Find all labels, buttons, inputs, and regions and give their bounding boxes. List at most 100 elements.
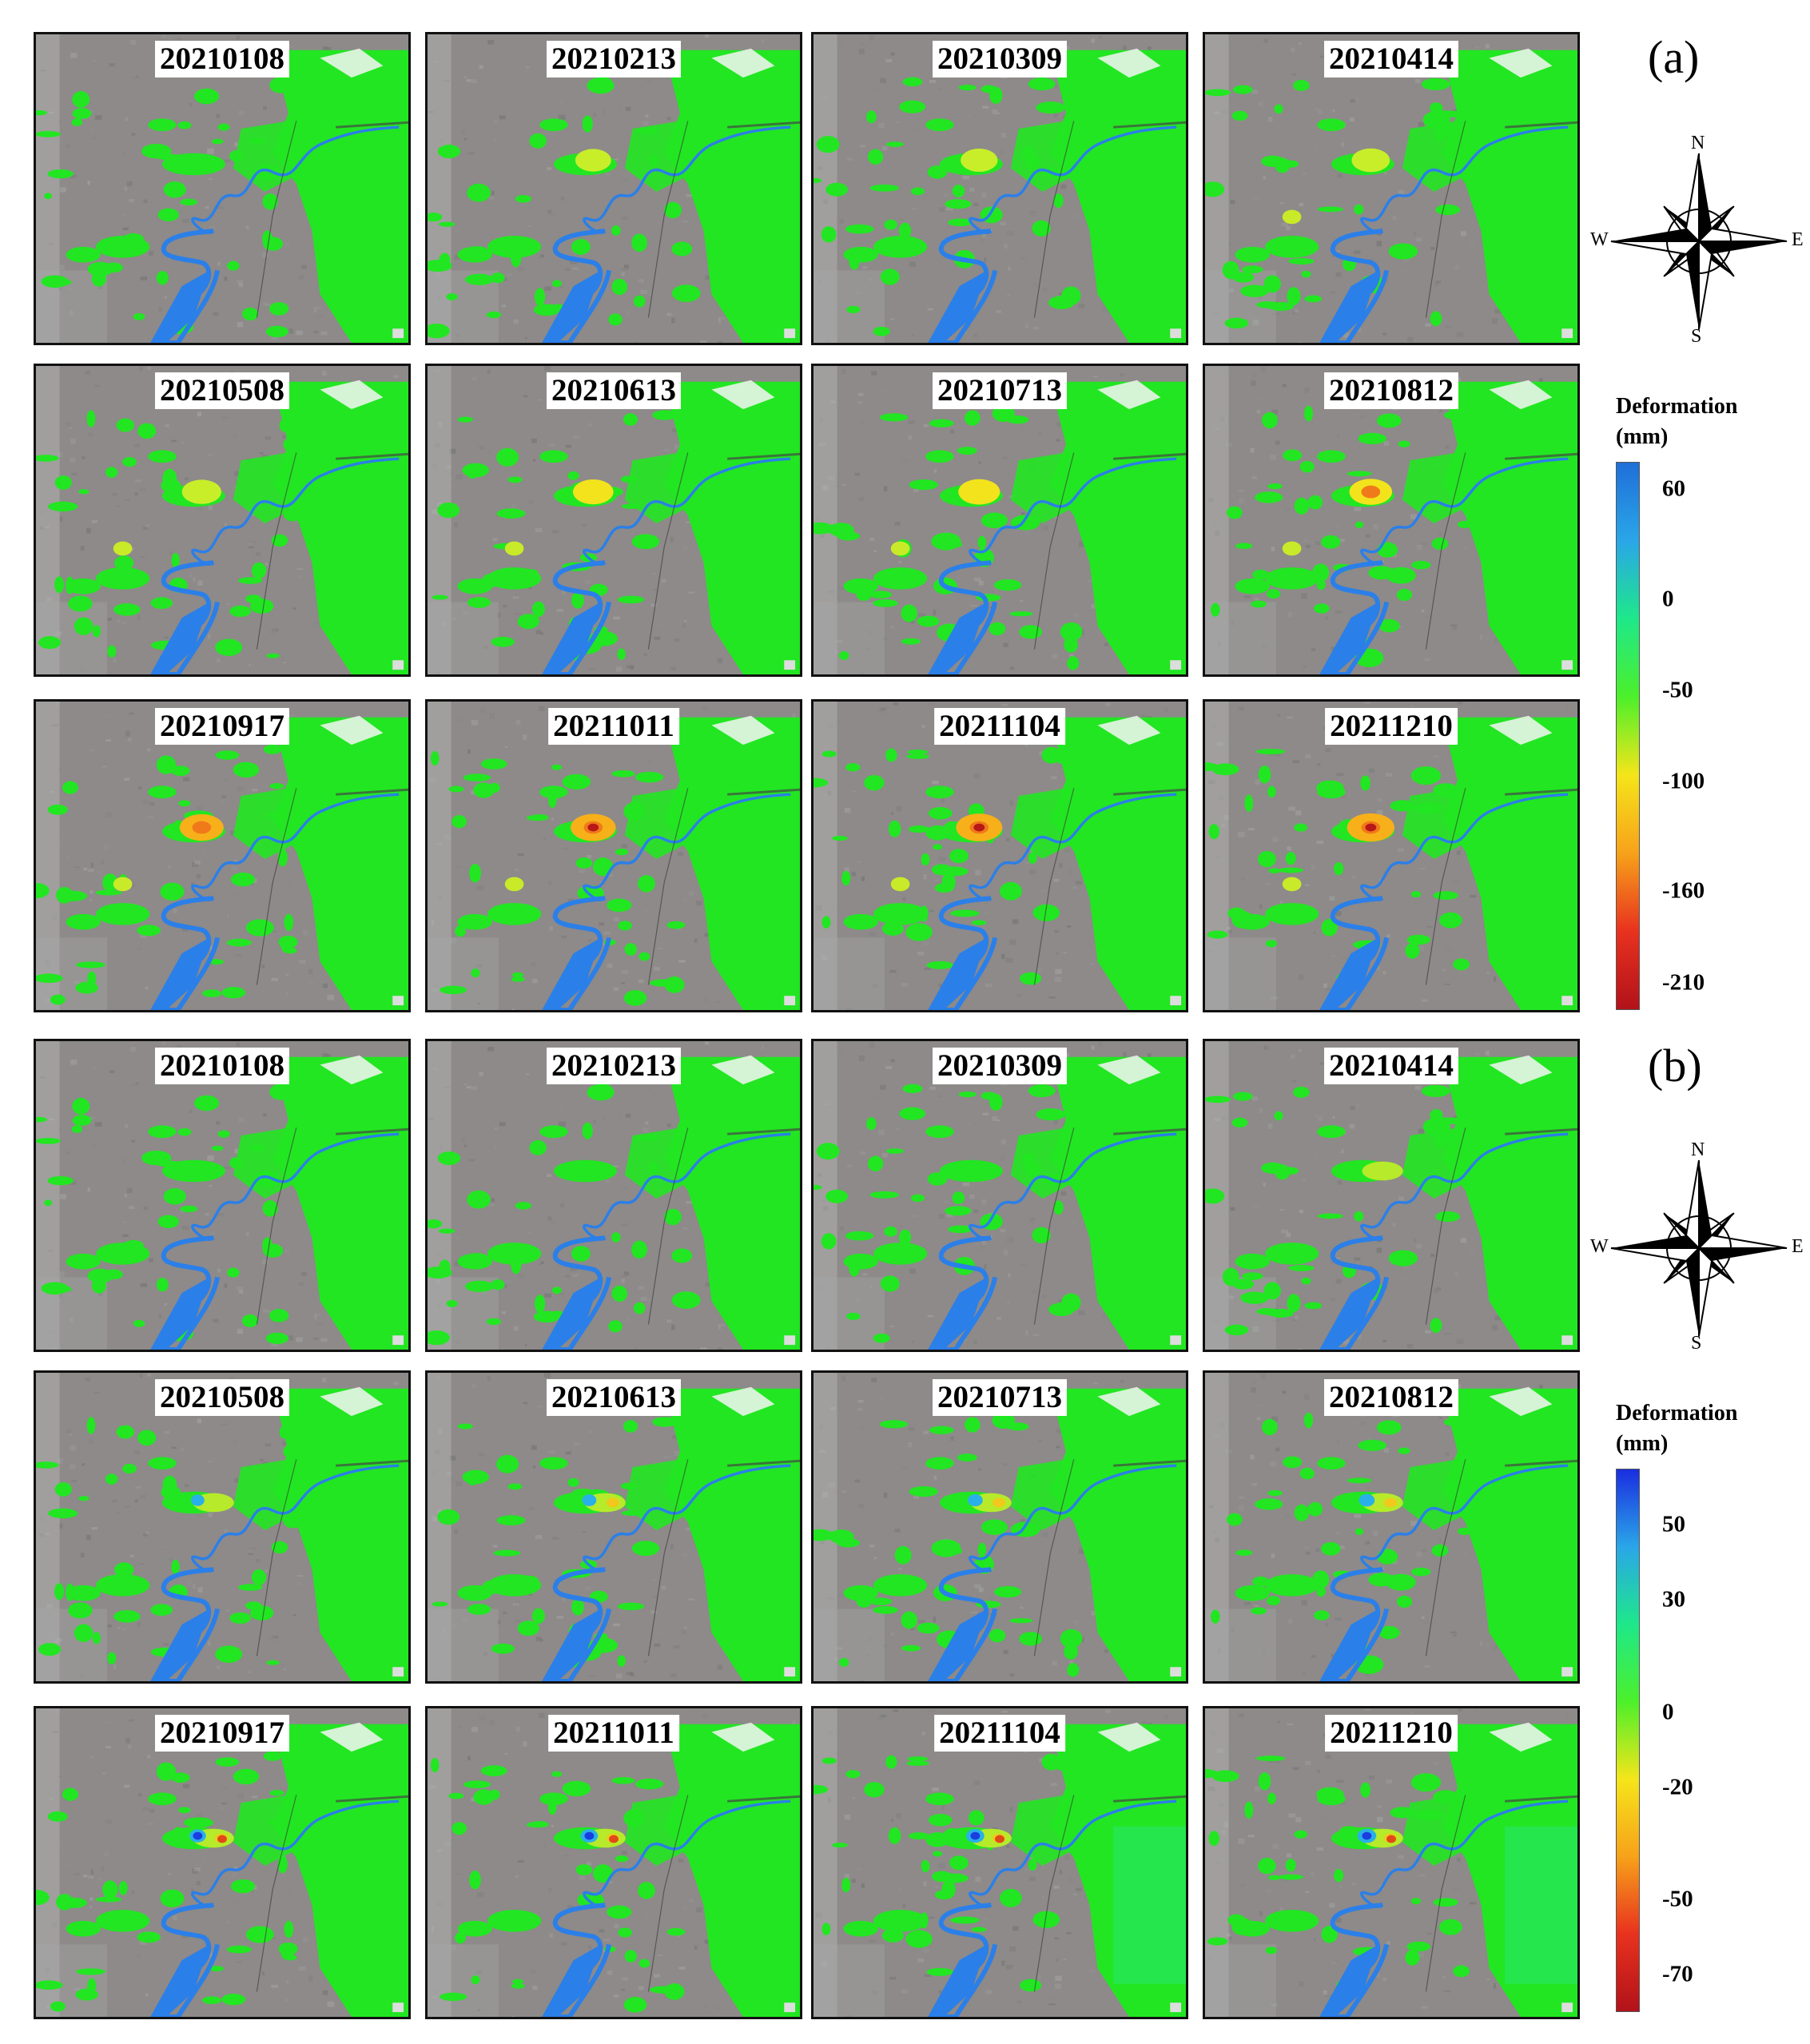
deformation-map xyxy=(1205,1373,1577,1681)
compass-s-label: S xyxy=(1691,326,1702,347)
map-panel: 20210309 xyxy=(811,32,1188,345)
compass-w-label: W xyxy=(1590,1236,1609,1257)
colorbar-tick-label: -160 xyxy=(1662,877,1705,904)
map-panel: 20210613 xyxy=(425,364,802,677)
deformation-map xyxy=(1205,702,1577,1010)
deformation-map xyxy=(36,366,408,674)
deformation-map xyxy=(36,1041,408,1350)
deformation-map xyxy=(814,1373,1186,1681)
deformation-map xyxy=(36,702,408,1010)
deformation-map xyxy=(36,1708,408,2017)
legend-title-line2: (mm) xyxy=(1616,424,1669,449)
deformation-map xyxy=(814,34,1186,343)
date-label: 20211104 xyxy=(934,708,1065,745)
colorbar-tick-label: 0 xyxy=(1662,1699,1674,1725)
date-label: 20210917 xyxy=(155,708,289,745)
deformation-map xyxy=(428,1373,800,1681)
date-label: 20210108 xyxy=(155,1048,289,1084)
colorbar xyxy=(1616,1469,1640,2012)
map-panel: 20211104 xyxy=(811,1706,1188,2019)
date-label: 20210108 xyxy=(155,41,289,78)
deformation-map xyxy=(814,366,1186,674)
panel-letter: (b) xyxy=(1648,1040,1702,1092)
map-panel: 20210213 xyxy=(425,32,802,345)
deformation-map xyxy=(428,34,800,343)
north-arrow-compass-icon: N S E W xyxy=(1590,1139,1804,1354)
deformation-map xyxy=(36,34,408,343)
map-panel: 20210508 xyxy=(34,364,411,677)
map-panel: 20210108 xyxy=(34,32,411,345)
colorbar-tick-label: 50 xyxy=(1662,1511,1685,1537)
date-label: 20210309 xyxy=(933,41,1067,78)
date-label: 20210713 xyxy=(933,1379,1067,1416)
north-arrow-compass-icon: N S E W xyxy=(1590,133,1804,347)
deformation-map xyxy=(1205,1041,1577,1350)
map-panel: 20210812 xyxy=(1203,1370,1580,1684)
date-label: 20211104 xyxy=(934,1715,1065,1752)
deformation-map xyxy=(814,1041,1186,1350)
date-label: 20211210 xyxy=(1325,708,1458,745)
deformation-map xyxy=(36,1373,408,1681)
date-label: 20211011 xyxy=(548,708,679,745)
date-label: 20210309 xyxy=(933,1048,1067,1084)
compass-w-label: W xyxy=(1590,229,1609,250)
colorbar-tick-label: -100 xyxy=(1662,768,1705,794)
deformation-map xyxy=(1205,34,1577,343)
map-panel: 20210108 xyxy=(34,1039,411,1352)
deformation-map xyxy=(1205,366,1577,674)
legend-title-line1: Deformation xyxy=(1616,1401,1738,1426)
date-label: 20210213 xyxy=(547,41,681,78)
map-panel: 20210917 xyxy=(34,1706,411,2019)
compass-e-label: E xyxy=(1792,229,1804,250)
map-panel: 20210414 xyxy=(1203,1039,1580,1352)
map-panel: 20211210 xyxy=(1203,1706,1580,2019)
legend-title-line1: Deformation xyxy=(1616,394,1738,419)
date-label: 20210613 xyxy=(547,1379,681,1416)
date-label: 20210414 xyxy=(1324,1048,1458,1084)
date-label: 20210508 xyxy=(155,1379,289,1416)
legend-title: Deformation (mm) xyxy=(1616,1398,1737,1459)
map-panel: 20210414 xyxy=(1203,32,1580,345)
deformation-map xyxy=(428,1041,800,1350)
date-label: 20210812 xyxy=(1324,1379,1458,1416)
colorbar xyxy=(1616,462,1640,1010)
map-panel: 20210713 xyxy=(811,364,1188,677)
deformation-map xyxy=(814,1708,1186,2017)
map-panel: 20210917 xyxy=(34,699,411,1012)
colorbar-tick-label: 0 xyxy=(1662,586,1674,611)
colorbar-tick-label: -50 xyxy=(1662,1886,1693,1912)
colorbar-tick-label: 30 xyxy=(1662,1586,1685,1613)
compass-s-label: S xyxy=(1691,1333,1702,1354)
deformation-map xyxy=(428,702,800,1010)
colorbar-tick-label: -20 xyxy=(1662,1774,1693,1800)
map-panel: 20210309 xyxy=(811,1039,1188,1352)
legend-title: Deformation (mm) xyxy=(1616,392,1737,452)
colorbar-tick-label: -50 xyxy=(1662,677,1693,703)
date-label: 20211210 xyxy=(1325,1715,1458,1752)
panel-letter: (a) xyxy=(1648,31,1700,83)
deformation-map xyxy=(814,702,1186,1010)
map-panel: 20211011 xyxy=(425,699,802,1012)
map-panel: 20211011 xyxy=(425,1706,802,2019)
date-label: 20210414 xyxy=(1324,41,1458,78)
deformation-map xyxy=(428,1708,800,2017)
map-panel: 20211104 xyxy=(811,699,1188,1012)
date-label: 20210613 xyxy=(547,372,681,409)
map-panel: 20210613 xyxy=(425,1370,802,1684)
map-panel: 20210713 xyxy=(811,1370,1188,1684)
map-panel: 20210812 xyxy=(1203,364,1580,677)
compass-n-label: N xyxy=(1691,133,1705,153)
compass-n-label: N xyxy=(1691,1139,1705,1160)
date-label: 20210213 xyxy=(547,1048,681,1084)
date-label: 20211011 xyxy=(548,1715,679,1752)
deformation-map xyxy=(428,366,800,674)
colorbar-tick-label: -70 xyxy=(1662,1961,1693,1987)
legend-title-line2: (mm) xyxy=(1616,1431,1669,1456)
map-panel: 20211210 xyxy=(1203,699,1580,1012)
date-label: 20210508 xyxy=(155,372,289,409)
date-label: 20210917 xyxy=(155,1715,289,1752)
date-label: 20210812 xyxy=(1324,372,1458,409)
colorbar-tick-label: 60 xyxy=(1662,475,1685,502)
deformation-map xyxy=(1205,1708,1577,2017)
map-panel: 20210213 xyxy=(425,1039,802,1352)
